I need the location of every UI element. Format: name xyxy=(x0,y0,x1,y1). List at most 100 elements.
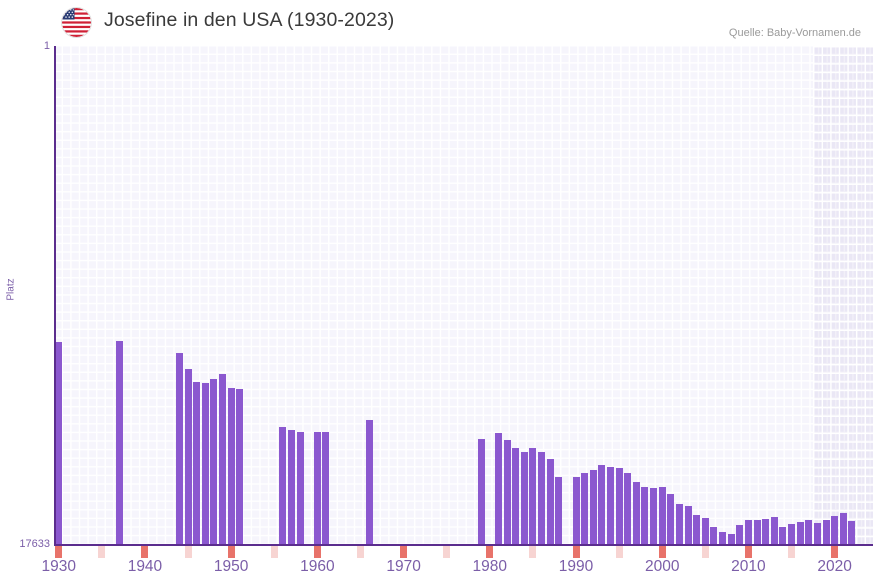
x-axis-tick-mark xyxy=(356,546,364,558)
bar[interactable] xyxy=(288,430,295,545)
bar[interactable] xyxy=(693,515,701,545)
x-axis-tick-mark xyxy=(701,546,709,558)
x-axis-tick-label: 1980 xyxy=(472,558,508,575)
bar[interactable] xyxy=(296,432,304,545)
bar[interactable] xyxy=(529,448,537,545)
bar[interactable] xyxy=(236,389,244,545)
bar[interactable] xyxy=(546,459,554,545)
x-axis-tick-mark xyxy=(443,546,451,558)
x-axis-tick-mark xyxy=(486,546,494,558)
bar[interactable] xyxy=(736,525,744,545)
x-axis-tick-mark xyxy=(55,546,63,558)
bar[interactable] xyxy=(555,477,563,545)
bar[interactable] xyxy=(503,440,511,545)
bar[interactable] xyxy=(710,527,718,545)
x-axis-tick-mark xyxy=(788,546,796,558)
bar[interactable] xyxy=(788,524,796,545)
bar[interactable] xyxy=(848,521,856,545)
bar[interactable] xyxy=(650,488,658,545)
x-axis-line xyxy=(54,544,873,546)
x-axis-tick-mark xyxy=(184,546,192,558)
y-axis-line xyxy=(54,46,56,545)
page-title: Josefine in den USA (1930-2023) xyxy=(104,9,395,31)
bar[interactable] xyxy=(365,420,373,545)
bar[interactable] xyxy=(831,516,839,545)
bar[interactable] xyxy=(477,439,485,545)
bar-series xyxy=(54,46,873,545)
x-axis-tick-mark xyxy=(227,546,235,558)
bar[interactable] xyxy=(822,520,830,545)
bar[interactable] xyxy=(279,427,287,545)
x-axis-tick-label: 1970 xyxy=(386,558,421,575)
bar[interactable] xyxy=(589,470,597,545)
bar[interactable] xyxy=(494,433,502,545)
bar[interactable] xyxy=(744,520,752,545)
bar[interactable] xyxy=(632,482,640,545)
chart-header: Josefine in den USA (1930-2023) Quelle: … xyxy=(0,0,873,46)
bar[interactable] xyxy=(701,518,709,545)
bar[interactable] xyxy=(55,342,63,545)
bar[interactable] xyxy=(227,388,235,545)
x-axis-tick-label: 1930 xyxy=(41,558,76,575)
bar[interactable] xyxy=(805,520,813,545)
y-axis-title: Platz xyxy=(5,278,17,301)
bar[interactable] xyxy=(658,487,666,545)
x-axis-tick-mark xyxy=(831,546,839,558)
bar[interactable] xyxy=(115,341,123,545)
x-axis-tick-label: 1950 xyxy=(213,558,249,575)
bar[interactable] xyxy=(193,382,201,545)
x-axis-tick-mark xyxy=(572,546,580,558)
bar[interactable] xyxy=(615,468,623,545)
bar[interactable] xyxy=(184,369,192,545)
x-axis-tick-label: 2010 xyxy=(731,558,766,575)
bar[interactable] xyxy=(210,379,218,545)
bar[interactable] xyxy=(606,467,614,545)
bar[interactable] xyxy=(762,519,770,545)
x-axis-tick-mark xyxy=(744,546,752,558)
bar[interactable] xyxy=(512,448,520,545)
y-axis-tick-bottom: 17633 xyxy=(19,538,50,550)
bar[interactable] xyxy=(572,477,580,545)
bar[interactable] xyxy=(538,452,546,545)
x-axis-tick-mark xyxy=(615,546,623,558)
bar[interactable] xyxy=(813,523,821,545)
bar[interactable] xyxy=(675,504,683,545)
bar[interactable] xyxy=(175,353,183,545)
bar[interactable] xyxy=(727,534,735,545)
bar[interactable] xyxy=(598,465,606,545)
bar[interactable] xyxy=(641,487,649,545)
x-axis-tick-mark xyxy=(98,546,106,558)
bar[interactable] xyxy=(719,532,727,545)
x-axis-tick-mark xyxy=(313,546,321,558)
us-flag-icon xyxy=(62,8,91,37)
x-axis-tick-mark xyxy=(270,546,278,558)
bar[interactable] xyxy=(322,432,330,545)
bar[interactable] xyxy=(796,522,804,545)
x-axis-tick-mark xyxy=(529,546,537,558)
y-axis-tick-top: 1 xyxy=(43,40,50,52)
bar[interactable] xyxy=(770,517,778,545)
bar[interactable] xyxy=(520,452,528,545)
x-axis-tick-label: 1990 xyxy=(558,558,594,575)
plot-area xyxy=(54,46,873,545)
source-label: Quelle: Baby-Vornamen.de xyxy=(728,27,861,39)
bar[interactable] xyxy=(624,473,632,545)
bar[interactable] xyxy=(581,473,589,545)
bar[interactable] xyxy=(839,513,847,545)
bar[interactable] xyxy=(313,432,321,545)
x-axis-tick-label: 2020 xyxy=(817,558,852,575)
bar[interactable] xyxy=(201,383,209,545)
x-axis-tick-label: 1960 xyxy=(300,558,335,575)
bar[interactable] xyxy=(667,494,675,545)
x-axis-tick-label: 2000 xyxy=(644,558,680,575)
x-axis-tick-marks xyxy=(54,546,873,558)
bar[interactable] xyxy=(219,374,227,545)
x-axis-tick-mark xyxy=(658,546,666,558)
bar[interactable] xyxy=(684,506,692,545)
x-axis-tick-label: 1940 xyxy=(127,558,163,575)
bar[interactable] xyxy=(753,520,761,545)
bar[interactable] xyxy=(779,527,787,545)
x-axis-tick-mark xyxy=(400,546,408,558)
x-axis-tick-labels: 1930 1940 1950 1960 1970 1980 1990 2000 2010 2020 xyxy=(41,558,873,584)
